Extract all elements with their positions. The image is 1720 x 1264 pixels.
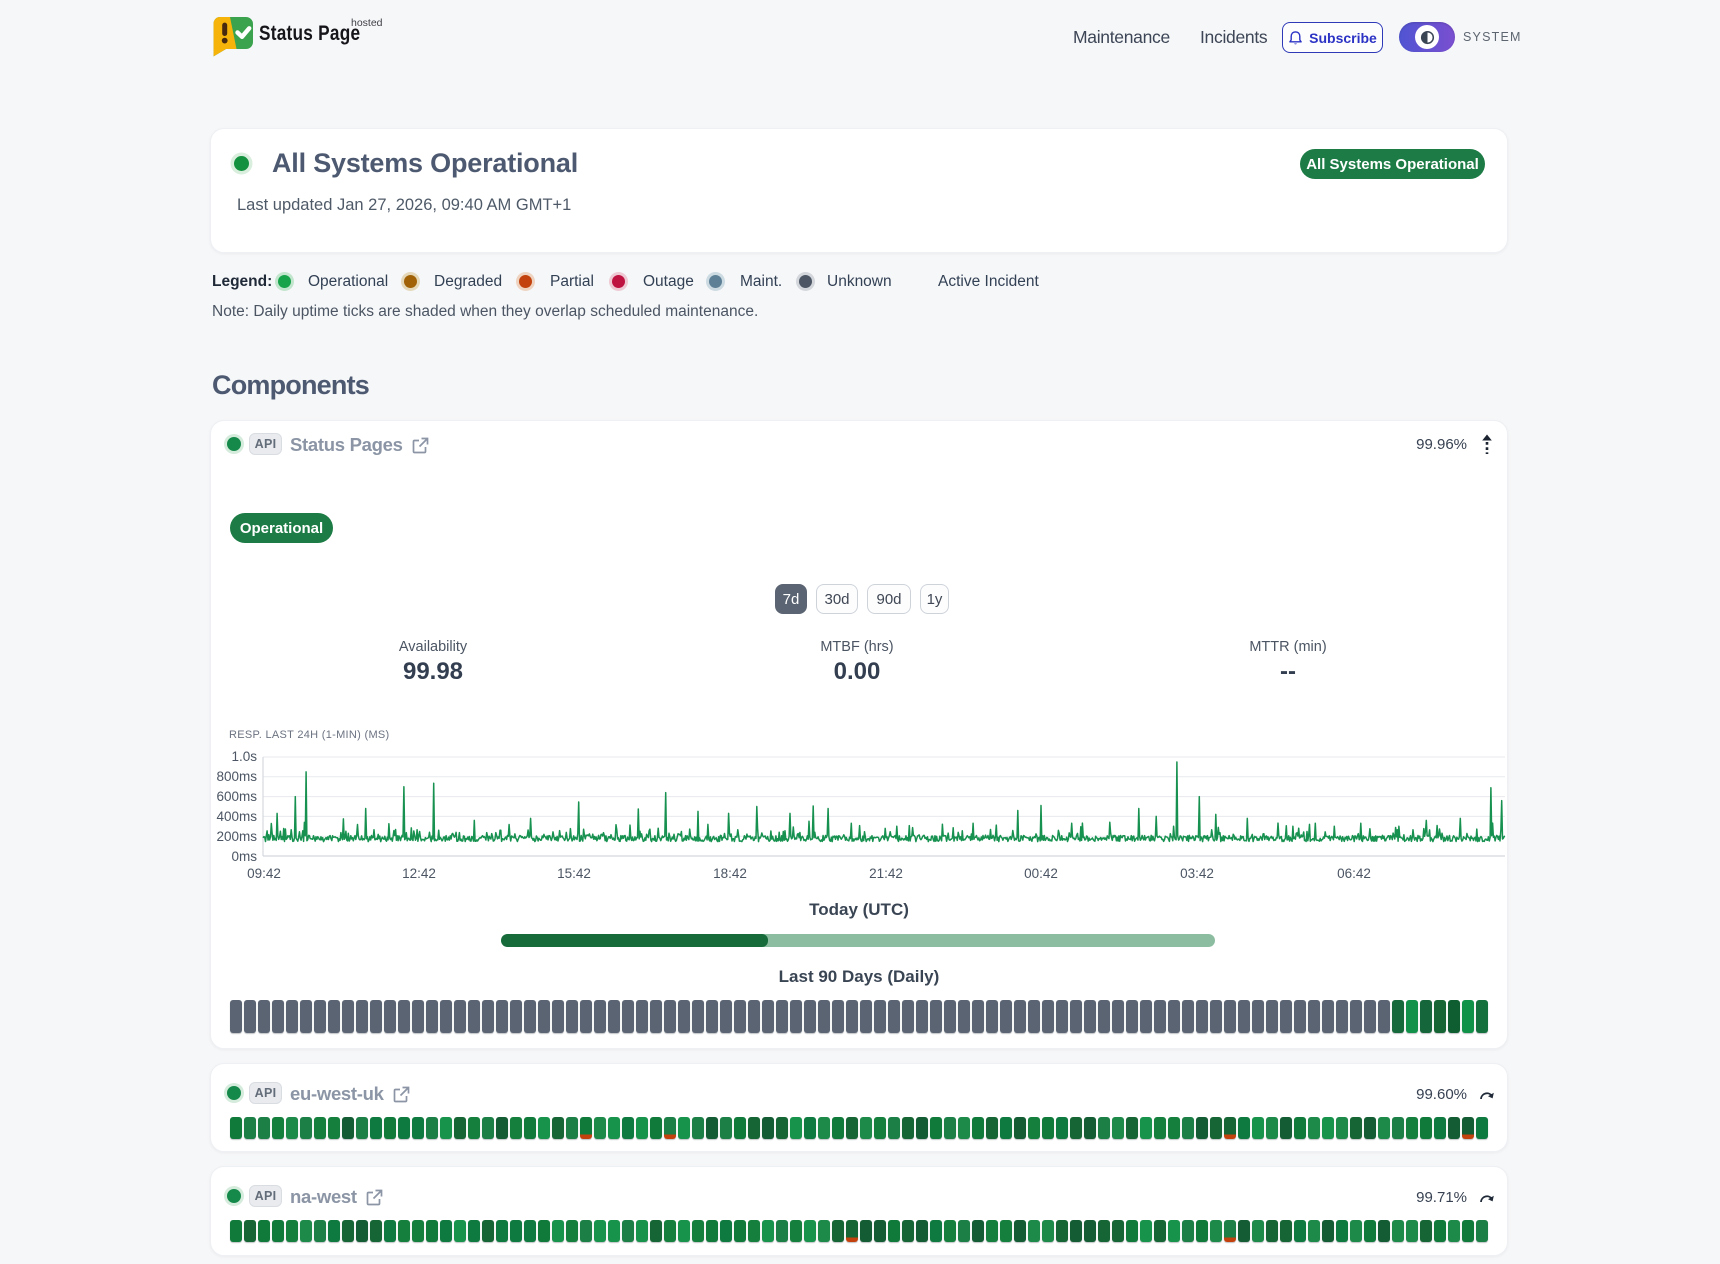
svg-text:200ms: 200ms: [216, 829, 257, 844]
svg-text:600ms: 600ms: [216, 789, 257, 804]
svg-text:00:42: 00:42: [1024, 866, 1058, 881]
svg-text:18:42: 18:42: [713, 866, 747, 881]
svg-text:12:42: 12:42: [402, 866, 436, 881]
svg-text:0ms: 0ms: [231, 849, 257, 864]
svg-text:800ms: 800ms: [216, 769, 257, 784]
svg-text:400ms: 400ms: [216, 809, 257, 824]
svg-text:09:42: 09:42: [247, 866, 281, 881]
svg-text:15:42: 15:42: [557, 866, 591, 881]
svg-text:1.0s: 1.0s: [231, 749, 257, 764]
svg-text:RESP. LAST 24H (1-MIN) (MS): RESP. LAST 24H (1-MIN) (MS): [229, 729, 390, 741]
svg-text:03:42: 03:42: [1180, 866, 1214, 881]
svg-text:06:42: 06:42: [1337, 866, 1371, 881]
svg-text:21:42: 21:42: [869, 866, 903, 881]
